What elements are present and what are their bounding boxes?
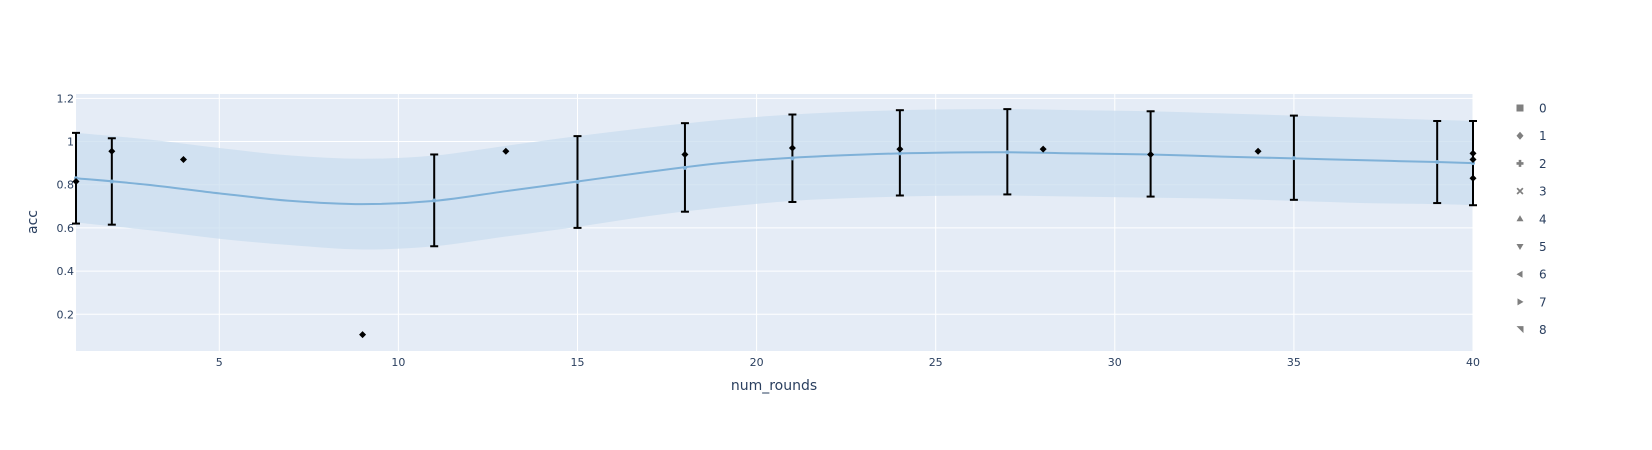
- error-bar[interactable]: [1289, 114, 1298, 201]
- error-bar[interactable]: [895, 109, 904, 197]
- data-point[interactable]: [179, 155, 187, 163]
- legend-item[interactable]: 3: [1516, 185, 1547, 199]
- data-point[interactable]: [788, 144, 796, 152]
- legend-item[interactable]: 0: [1516, 102, 1547, 116]
- x-tick-label: 40: [1466, 356, 1480, 369]
- error-bar[interactable]: [430, 153, 439, 248]
- error-bars: [72, 108, 1477, 248]
- legend-label: 0: [1539, 102, 1547, 116]
- legend-label: 3: [1539, 185, 1547, 199]
- data-points: [72, 144, 1477, 339]
- error-bar[interactable]: [1469, 119, 1477, 207]
- data-point[interactable]: [1039, 145, 1047, 153]
- data-point[interactable]: [72, 177, 80, 185]
- legend-marker-icon: [1516, 326, 1524, 334]
- legend-label: 1: [1539, 129, 1547, 143]
- legend-label: 6: [1539, 268, 1547, 282]
- legend-item[interactable]: 4: [1516, 212, 1547, 226]
- legend-label: 2: [1539, 157, 1547, 171]
- error-bar[interactable]: [788, 113, 797, 203]
- legend-item[interactable]: 8: [1516, 323, 1547, 337]
- legend-marker-icon: [1516, 159, 1524, 167]
- x-tick-label: 20: [750, 356, 764, 369]
- legend-item[interactable]: 2: [1516, 157, 1547, 171]
- error-bar[interactable]: [680, 122, 689, 213]
- legend-item[interactable]: 6: [1516, 268, 1547, 282]
- data-point[interactable]: [1469, 149, 1477, 157]
- y-tick-label: 0.2: [57, 308, 75, 321]
- y-axis-ticks: 0.2 0.4 0.6 0.8 1 1.2: [57, 92, 75, 321]
- data-point[interactable]: [1469, 155, 1477, 163]
- legend-marker-icon: [1516, 104, 1524, 112]
- legend-marker-icon: [1516, 131, 1524, 140]
- y-tick-label: 1: [67, 136, 74, 149]
- x-tick-label: 15: [570, 356, 584, 369]
- x-tick-label: 25: [929, 356, 943, 369]
- legend-item[interactable]: 7: [1517, 295, 1547, 309]
- legend-marker-icon: [1516, 244, 1524, 250]
- legend[interactable]: 0 1 2 3 4 5 6 7 8: [1516, 102, 1547, 338]
- legend-marker-icon: [1516, 270, 1523, 278]
- y-tick-label: 0.4: [57, 265, 75, 278]
- error-bar[interactable]: [1003, 108, 1012, 196]
- legend-marker-icon: [1516, 187, 1524, 195]
- error-bar[interactable]: [573, 135, 582, 229]
- legend-item[interactable]: 1: [1516, 129, 1547, 143]
- x-axis-title: num_rounds: [731, 378, 817, 394]
- y-tick-label: 0.6: [57, 222, 75, 235]
- y-tick-label: 0.8: [57, 179, 75, 192]
- error-bar[interactable]: [1433, 119, 1442, 205]
- legend-marker-icon: [1516, 215, 1524, 222]
- legend-label: 4: [1539, 212, 1547, 226]
- legend-label: 8: [1539, 323, 1547, 337]
- legend-marker-icon: [1517, 298, 1524, 306]
- legend-label: 5: [1539, 240, 1547, 254]
- x-tick-label: 5: [216, 356, 223, 369]
- x-tick-label: 35: [1287, 356, 1301, 369]
- data-point[interactable]: [359, 331, 367, 339]
- data-point[interactable]: [1147, 150, 1155, 158]
- confidence-band: [76, 109, 1473, 250]
- x-tick-label: 30: [1108, 356, 1122, 369]
- y-axis-title: acc: [25, 210, 41, 234]
- data-point[interactable]: [108, 147, 116, 155]
- legend-item[interactable]: 5: [1516, 240, 1547, 254]
- data-point[interactable]: [681, 150, 689, 158]
- data-point[interactable]: [1469, 174, 1477, 182]
- data-point[interactable]: [896, 145, 904, 153]
- y-tick-label: 1.2: [57, 92, 75, 105]
- confidence-band-area: [76, 109, 1473, 250]
- x-tick-label: 10: [391, 356, 405, 369]
- data-point[interactable]: [502, 147, 510, 155]
- legend-label: 7: [1539, 295, 1547, 309]
- x-axis-ticks: 5 10 15 20 25 30 35 40: [216, 356, 1480, 369]
- data-point[interactable]: [1254, 147, 1262, 155]
